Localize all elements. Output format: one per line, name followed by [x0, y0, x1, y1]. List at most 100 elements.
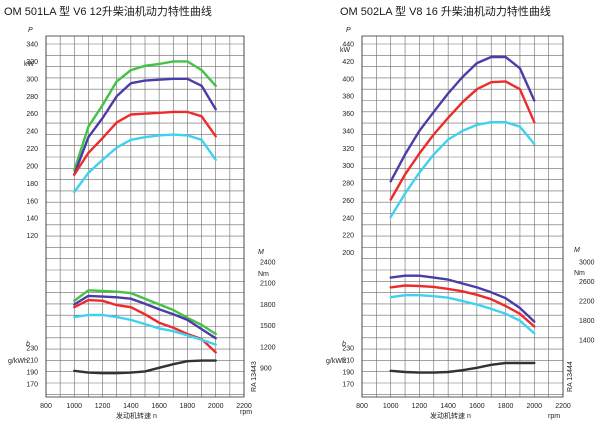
chart-1-torque-tick-label: 1200 [260, 344, 276, 351]
chart-2-power-tick-label: 360 [342, 111, 354, 118]
chart-2-x-tick-label: 800 [356, 403, 368, 410]
chart-1-x-tick-label: 2200 [236, 403, 252, 410]
chart-1-torque-unit: Nm [258, 271, 269, 278]
chart-2-x-tick-label: 1800 [498, 403, 514, 410]
chart-1-x-tick-label: 800 [40, 403, 52, 410]
chart-2-x-tick-label: 1200 [412, 403, 428, 410]
chart-1-torque-purple-line [73, 294, 217, 340]
chart-1-xlabel: 发动机转速 n [116, 411, 157, 420]
chart-1-power-tick-label: 240 [26, 129, 38, 136]
chart-1-consumption-tick-label: 210 [26, 358, 38, 365]
chart-2-title: OM 502LA 型 V8 16 升柴油机动力特性曲线 [340, 4, 551, 18]
chart-2-consumption-tick-label: 170 [342, 382, 354, 389]
chart-1-xunit: rpm [240, 409, 252, 416]
chart-1-consumption-tick-label: 230 [26, 346, 38, 353]
chart-2-xunit: rpm [548, 413, 560, 420]
chart-1-power-red-line [73, 110, 217, 176]
chart-1-x-tick-label: 1800 [180, 403, 196, 410]
chart-1-power-tick-label: 180 [26, 181, 38, 188]
chart-1-torque-axis-letter: M [258, 249, 264, 256]
chart-2-power-tick-label: 420 [342, 59, 354, 66]
chart-2-consumption-tick-label: 190 [342, 370, 354, 377]
chart-1-consumption-tick-label: 190 [26, 370, 38, 377]
chart-1-consumption-tick-label: 170 [26, 382, 38, 389]
chart-2-torque-axis-letter: M [574, 247, 580, 254]
chart-2-power-tick-label: 380 [342, 94, 354, 101]
chart-1-power-tick-label: 320 [26, 59, 38, 66]
chart-2-consumption-black-line [389, 361, 536, 374]
chart-2-torque-red-line [389, 284, 536, 328]
chart-2-torque-cyan-line [389, 294, 536, 335]
chart-1-consumption-unit: g/kWh [8, 358, 28, 365]
chart-2-frame [361, 35, 564, 398]
chart-1-x-tick-label: 1600 [151, 403, 167, 410]
chart-2-power-tick-label: 260 [342, 198, 354, 205]
chart-2-power-tick-label: 320 [342, 146, 354, 153]
chart-1-power-tick-label: 220 [26, 146, 38, 153]
chart-2-x-tick-label: 1600 [469, 403, 485, 410]
chart-2-power-tick-label: 220 [342, 233, 354, 240]
chart-1-power-purple-line [73, 77, 217, 176]
chart-2-x-tick-label: 1400 [440, 403, 456, 410]
chart-2-power-tick-label: 200 [342, 250, 354, 257]
chart-1-consumption-axis-letter: b [26, 341, 30, 348]
chart-2-power-tick-label: 300 [342, 163, 354, 170]
chart-1-torque-tick-label: 900 [260, 365, 272, 372]
chart-2-plot: 800 1000 1200 1400 1600 1800 2000 2200 440 420 400… [342, 35, 595, 410]
chart-2-power-red-line [389, 80, 536, 201]
chart-2-power-tick-label: 240 [342, 215, 354, 222]
chart-2-x-tick-label: 2000 [526, 403, 542, 410]
chart-1-torque-tick-label: 2100 [260, 281, 276, 288]
chart-1-power-axis-letter: P [28, 27, 33, 34]
chart-2-power-axis-letter: P [346, 27, 351, 34]
chart-2-x-tick-label: 1000 [383, 403, 399, 410]
chart-1-x-tick-label: 1400 [123, 403, 139, 410]
chart-2-x-tick-label: 2200 [555, 403, 571, 410]
chart-2-consumption-unit: g/kWh [326, 358, 346, 365]
chart-1-torque-tick-label: 1800 [260, 302, 276, 309]
chart-1-power-tick-label: 200 [26, 163, 38, 170]
chart-1-consumption-black-line [73, 359, 217, 375]
chart-2-power-tick-label: 400 [342, 76, 354, 83]
chart-1-power-tick-label: 140 [26, 216, 38, 223]
chart-1-power-tick-label: 340 [26, 42, 38, 49]
chart-1-torque-cyan-line [73, 313, 217, 346]
chart-2-torque-tick-label: 3000 [579, 260, 595, 267]
chart-1-power-tick-label: 300 [26, 76, 38, 83]
chart-1-torque-tick-label: 2400 [260, 260, 276, 267]
chart-2-torque-unit: Nm [574, 270, 585, 277]
chart-1-frame [45, 35, 245, 398]
chart-2-torque-tick-label: 1400 [579, 338, 595, 345]
chart-1-torque-tick-label: 1500 [260, 323, 276, 330]
chart-2-torque-purple-line [389, 274, 536, 323]
chart-2-side-code: RA 13444 [567, 361, 574, 392]
chart-1-x-tick-label: 2000 [208, 403, 224, 410]
chart-2-consumption-tick-label: 230 [342, 346, 354, 353]
chart-2-torque-tick-label: 2200 [579, 299, 595, 306]
chart-1-power-green-line [73, 60, 217, 172]
chart-1-title: OM 501LA 型 V6 12升柴油机动力特性曲线 [4, 4, 212, 18]
chart-1-x-tick-label: 1000 [66, 403, 82, 410]
chart-1-power-tick-label: 280 [26, 94, 38, 101]
chart-2-consumption-axis-letter: b [342, 341, 346, 348]
chart-1-power-tick-label: 160 [26, 198, 38, 205]
chart-2-power-cyan-line [389, 120, 536, 219]
chart-1-plot: 800 1000 1200 1400 1600 1800 2000 2200 340 320 300… [26, 35, 276, 410]
chart-2-consumption-tick-label: 210 [342, 358, 354, 365]
chart-2-power-tick-label: 340 [342, 128, 354, 135]
chart-1-side-code: RA 13443 [251, 361, 258, 392]
chart-2-power-tick-label: 440 [342, 42, 354, 49]
chart-2-torque-tick-label: 2600 [579, 279, 595, 286]
chart-2-power-unit: kW [340, 47, 351, 54]
chart-1-torque-green-line [73, 289, 217, 336]
chart-2-torque-tick-label: 1800 [579, 318, 595, 325]
chart-2-xlabel: 发动机转速 n [430, 411, 471, 420]
chart-1-power-cyan-line [73, 133, 217, 194]
chart-2-power-purple-line [389, 55, 536, 183]
chart-1-x-tick-label: 1200 [95, 403, 111, 410]
chart-1-power-tick-label: 120 [26, 233, 38, 240]
chart-2-power-tick-label: 280 [342, 181, 354, 188]
chart-1-power-tick-label: 260 [26, 111, 38, 118]
